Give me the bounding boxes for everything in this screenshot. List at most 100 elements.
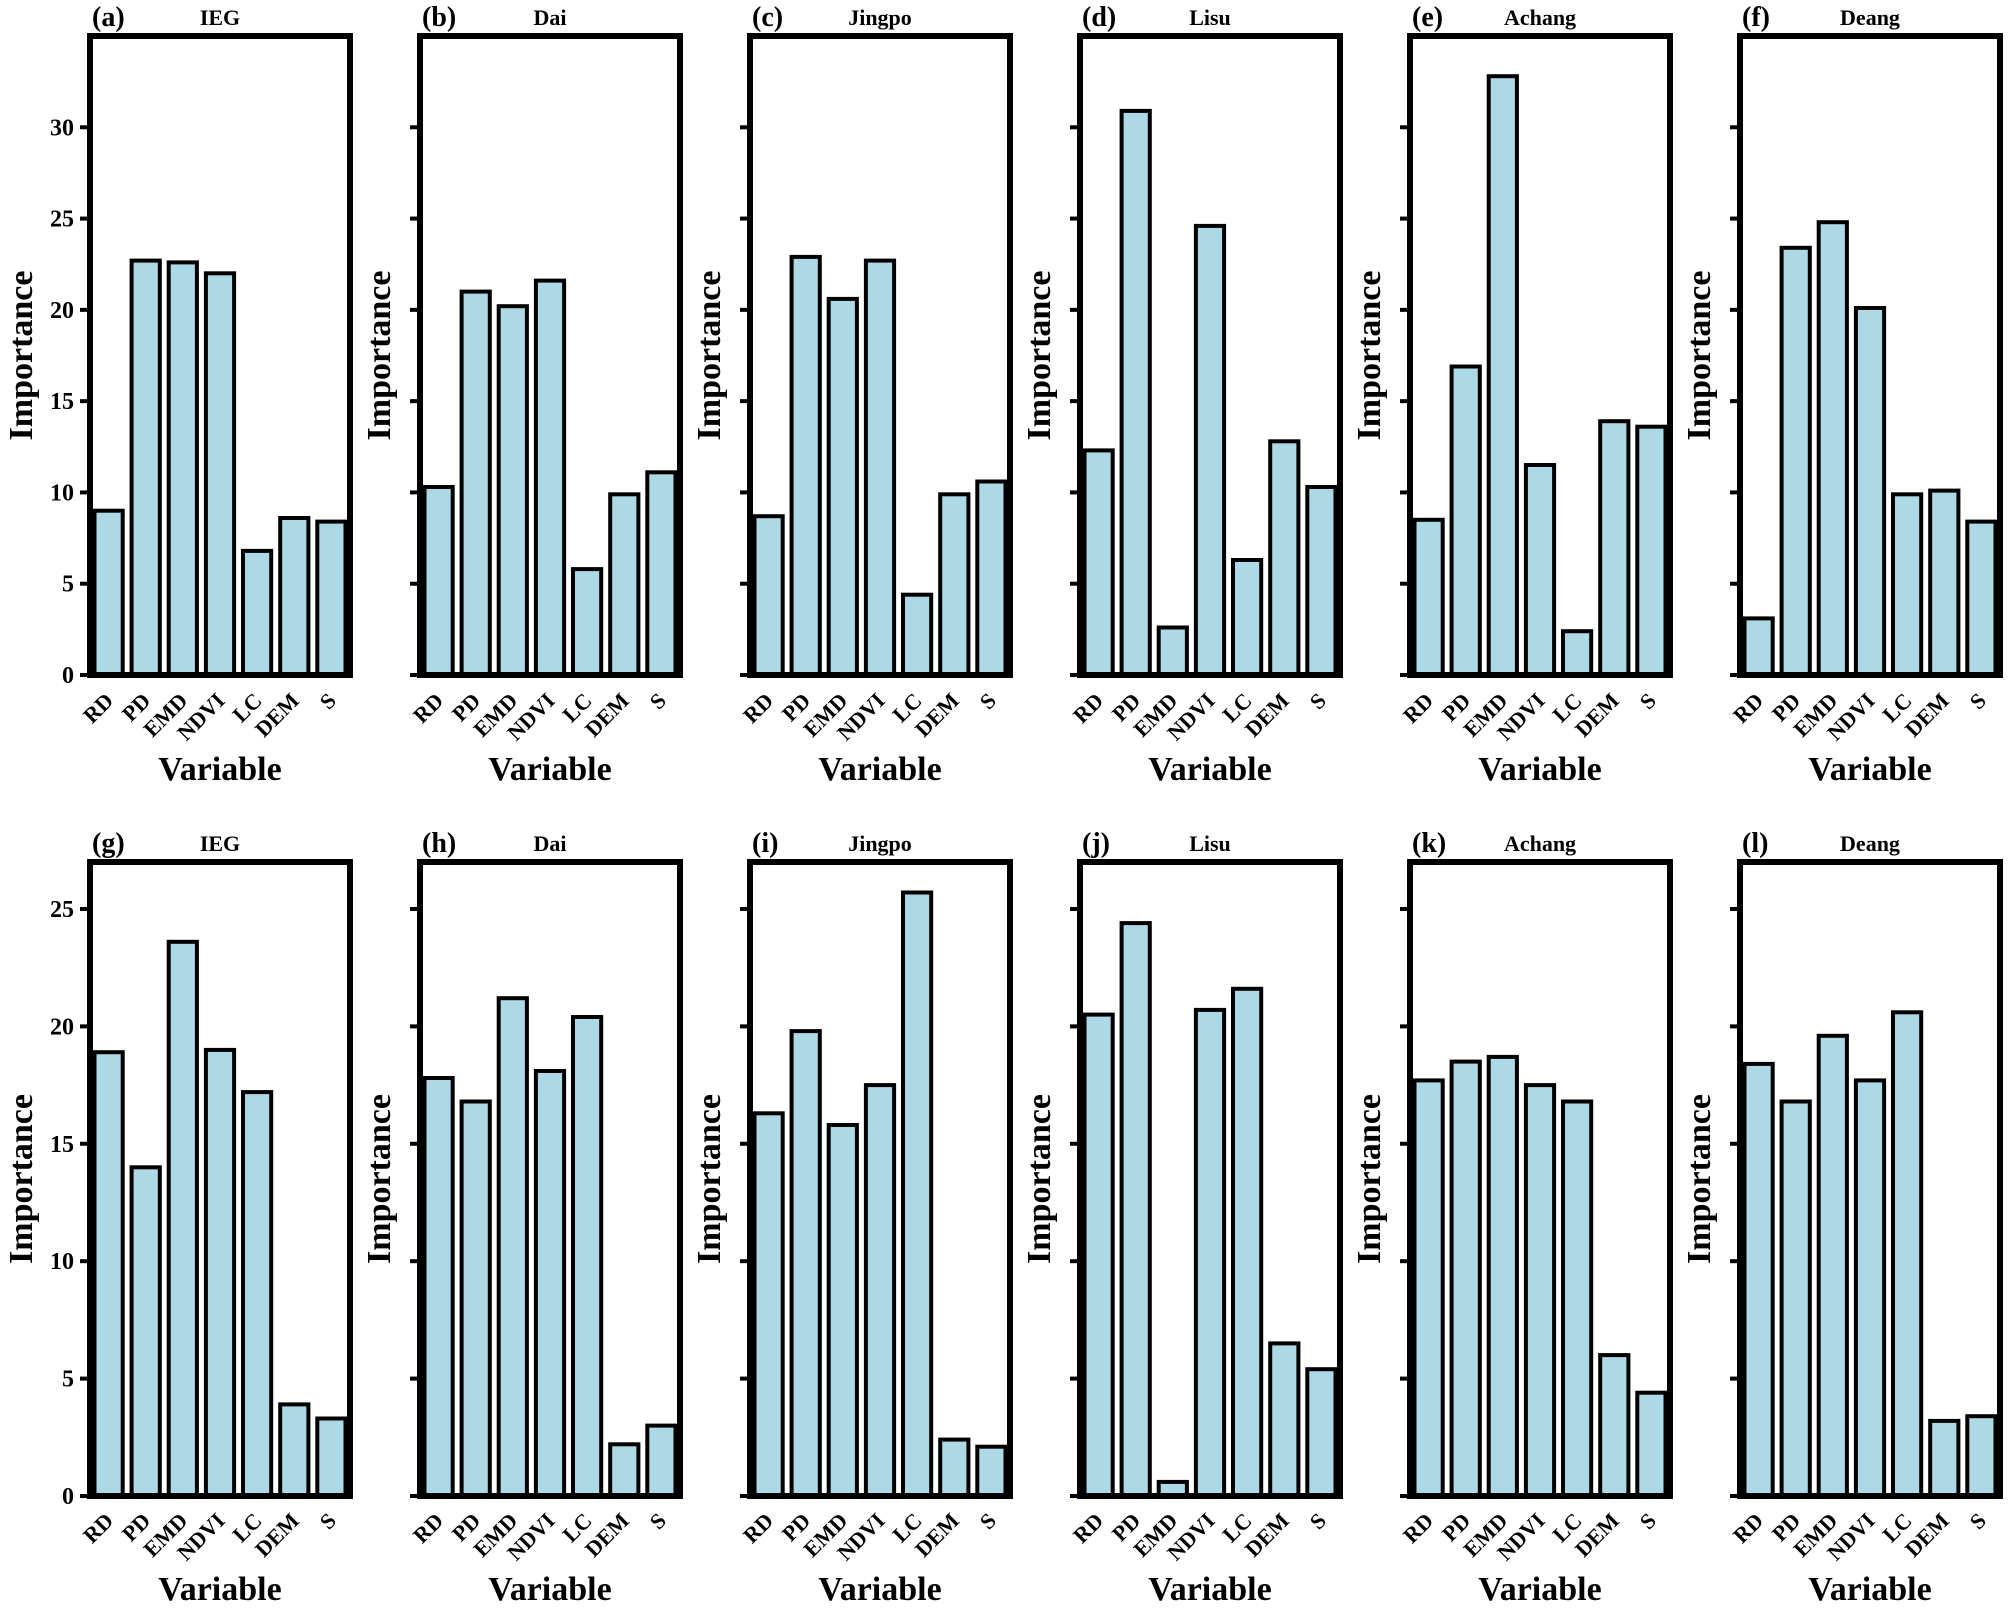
y-tick-label: 10 bbox=[50, 480, 74, 506]
y-tick-label: 10 bbox=[50, 1249, 74, 1275]
bar-lc bbox=[241, 548, 274, 678]
bar-emd bbox=[826, 296, 859, 677]
x-tick-label: S bbox=[1635, 1508, 1661, 1534]
bar-dem bbox=[1598, 1353, 1631, 1498]
bar-rd bbox=[92, 508, 125, 678]
plot-frame bbox=[1077, 859, 1343, 1499]
x-tick-label: S bbox=[1965, 688, 1991, 714]
x-tick-label: DEM bbox=[1240, 1508, 1294, 1562]
x-axis-title: Variable bbox=[1148, 751, 1271, 788]
bar-s bbox=[315, 1416, 348, 1498]
x-axis-title: Variable bbox=[1808, 1571, 1931, 1608]
x-tick-label: RD bbox=[78, 1508, 118, 1548]
plot-frame bbox=[1737, 33, 2003, 678]
x-tick-label: S bbox=[1635, 688, 1661, 714]
panel-title: Deang bbox=[1840, 831, 1900, 856]
bar-pd bbox=[1119, 108, 1152, 677]
x-tick-label: DEM bbox=[250, 688, 304, 742]
y-tick-label: 0 bbox=[62, 663, 74, 689]
bar-dem bbox=[1598, 419, 1631, 678]
y-axis-title: Importance bbox=[3, 271, 40, 441]
x-tick-label: DEM bbox=[910, 1508, 964, 1562]
bar-dem bbox=[608, 1442, 641, 1499]
y-tick-label: 30 bbox=[50, 115, 74, 141]
bar-dem bbox=[278, 516, 311, 677]
bar-pd bbox=[1449, 1059, 1482, 1498]
bar-dem bbox=[1928, 1418, 1961, 1499]
x-tick-label: DEM bbox=[250, 1508, 304, 1562]
x-tick-label: RD bbox=[408, 1508, 448, 1548]
panel-letter: (a) bbox=[92, 2, 125, 33]
plot-frame bbox=[417, 859, 683, 1499]
panel-letter: (e) bbox=[1412, 2, 1443, 33]
panel-title: IEG bbox=[200, 5, 240, 30]
bar-rd bbox=[92, 1050, 125, 1498]
y-tick-label: 15 bbox=[50, 1132, 74, 1158]
y-tick-label: 20 bbox=[50, 1014, 74, 1040]
bar-lc bbox=[1561, 629, 1594, 678]
panel-title: Lisu bbox=[1189, 5, 1231, 30]
y-axis-title: Importance bbox=[361, 271, 398, 441]
bar-lc bbox=[901, 890, 934, 1498]
bar-s bbox=[975, 1444, 1008, 1498]
bar-s bbox=[1965, 519, 1998, 677]
plot-frame bbox=[747, 33, 1013, 678]
panel-title: Deang bbox=[1840, 5, 1900, 30]
x-tick-label: DEM bbox=[580, 1508, 634, 1562]
bar-ndvi bbox=[203, 271, 237, 677]
bar-lc bbox=[1231, 986, 1264, 1498]
bar-emd bbox=[496, 304, 529, 677]
bar-rd bbox=[422, 1076, 455, 1498]
panel-title: Achang bbox=[1504, 5, 1576, 30]
x-axis-title: Variable bbox=[1808, 751, 1931, 788]
plot-frame bbox=[1407, 33, 1673, 678]
x-axis-title: Variable bbox=[1478, 1571, 1601, 1608]
x-tick-label: RD bbox=[78, 688, 118, 728]
bar-s bbox=[645, 470, 678, 677]
x-tick-label: RD bbox=[738, 1508, 778, 1548]
bar-s bbox=[1635, 424, 1668, 678]
x-axis-title: Variable bbox=[818, 751, 941, 788]
bar-s bbox=[1965, 1414, 1998, 1498]
x-tick-label: DEM bbox=[1240, 688, 1294, 742]
bar-rd bbox=[1742, 616, 1775, 678]
x-tick-label: RD bbox=[1728, 1508, 1768, 1548]
bar-rd bbox=[1412, 1078, 1445, 1499]
x-tick-label: S bbox=[645, 688, 671, 714]
bar-ndvi bbox=[1193, 1007, 1227, 1499]
bar-rd bbox=[1412, 517, 1445, 677]
bar-pd bbox=[129, 258, 162, 677]
panel-title: Dai bbox=[534, 831, 567, 856]
x-tick-label: RD bbox=[408, 688, 448, 728]
bar-ndvi bbox=[1193, 223, 1227, 677]
panel-title: Dai bbox=[534, 5, 567, 30]
bar-ndvi bbox=[203, 1047, 237, 1499]
panel-letter: (f) bbox=[1742, 2, 1770, 33]
bar-rd bbox=[1742, 1061, 1775, 1499]
bar-s bbox=[1305, 1367, 1338, 1498]
bar-s bbox=[975, 479, 1008, 677]
bar-emd bbox=[1486, 74, 1519, 677]
bar-s bbox=[645, 1423, 678, 1498]
bar-lc bbox=[1891, 492, 1924, 677]
bar-emd bbox=[166, 260, 199, 677]
panel-title: Lisu bbox=[1189, 831, 1231, 856]
bar-s bbox=[315, 519, 348, 677]
panel-letter: (l) bbox=[1742, 828, 1768, 859]
panel-title: Jingpo bbox=[848, 831, 912, 856]
bar-rd bbox=[1082, 1012, 1115, 1498]
x-tick-label: RD bbox=[1068, 1508, 1108, 1548]
bar-ndvi bbox=[863, 1083, 897, 1498]
bar-lc bbox=[1231, 558, 1264, 677]
x-tick-label: S bbox=[1305, 1508, 1331, 1534]
x-tick-label: S bbox=[315, 688, 341, 714]
bar-ndvi bbox=[1523, 1083, 1557, 1498]
